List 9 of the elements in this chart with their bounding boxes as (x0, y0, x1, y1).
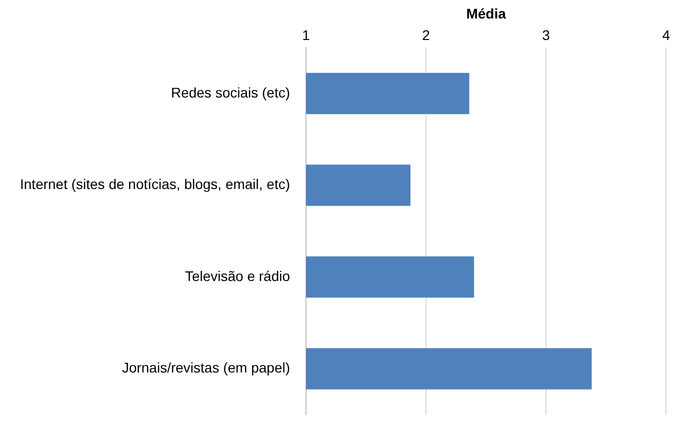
x-tick-label: 3 (542, 27, 550, 44)
x-axis-title: Média (466, 5, 506, 22)
x-tick-label: 1 (302, 27, 310, 44)
x-tick-label: 4 (662, 27, 670, 44)
y-tick-label: Internet (sites de notícias, blogs, email, etc) (20, 176, 290, 192)
y-tick-label: Televisão e rádio (184, 268, 290, 284)
x-tick-label: 2 (422, 27, 430, 44)
y-tick-label: Jornais/revistas (em papel) (122, 360, 290, 376)
y-tick-label: Redes sociais (etc) (170, 84, 290, 100)
